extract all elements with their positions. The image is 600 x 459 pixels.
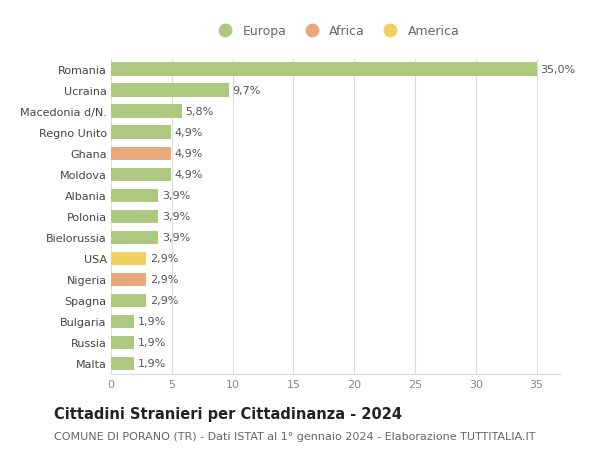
Text: 9,7%: 9,7% [233,86,261,96]
Text: 4,9%: 4,9% [174,170,203,180]
Bar [111,252,146,266]
Bar [111,105,182,119]
Bar [111,189,158,203]
Bar [111,315,134,329]
Text: 1,9%: 1,9% [138,358,166,369]
Bar [111,168,170,182]
Bar [111,357,134,370]
Text: 3,9%: 3,9% [162,191,190,201]
Bar [111,336,134,349]
Text: 3,9%: 3,9% [162,233,190,243]
Text: COMUNE DI PORANO (TR) - Dati ISTAT al 1° gennaio 2024 - Elaborazione TUTTITALIA.: COMUNE DI PORANO (TR) - Dati ISTAT al 1°… [54,431,536,442]
Bar [111,231,158,245]
Text: Cittadini Stranieri per Cittadinanza - 2024: Cittadini Stranieri per Cittadinanza - 2… [54,406,402,421]
Bar [111,210,158,224]
Legend: Europa, Africa, America: Europa, Africa, America [213,25,459,38]
Text: 2,9%: 2,9% [150,296,178,306]
Text: 35,0%: 35,0% [541,65,575,75]
Bar [111,294,146,308]
Text: 4,9%: 4,9% [174,128,203,138]
Text: 1,9%: 1,9% [138,317,166,327]
Text: 5,8%: 5,8% [185,107,214,117]
Text: 3,9%: 3,9% [162,212,190,222]
Text: 4,9%: 4,9% [174,149,203,159]
Bar [111,147,170,161]
Text: 1,9%: 1,9% [138,338,166,347]
Bar [111,273,146,286]
Bar [111,126,170,140]
Bar [111,84,229,98]
Bar [111,63,536,77]
Text: 2,9%: 2,9% [150,254,178,264]
Text: 2,9%: 2,9% [150,275,178,285]
